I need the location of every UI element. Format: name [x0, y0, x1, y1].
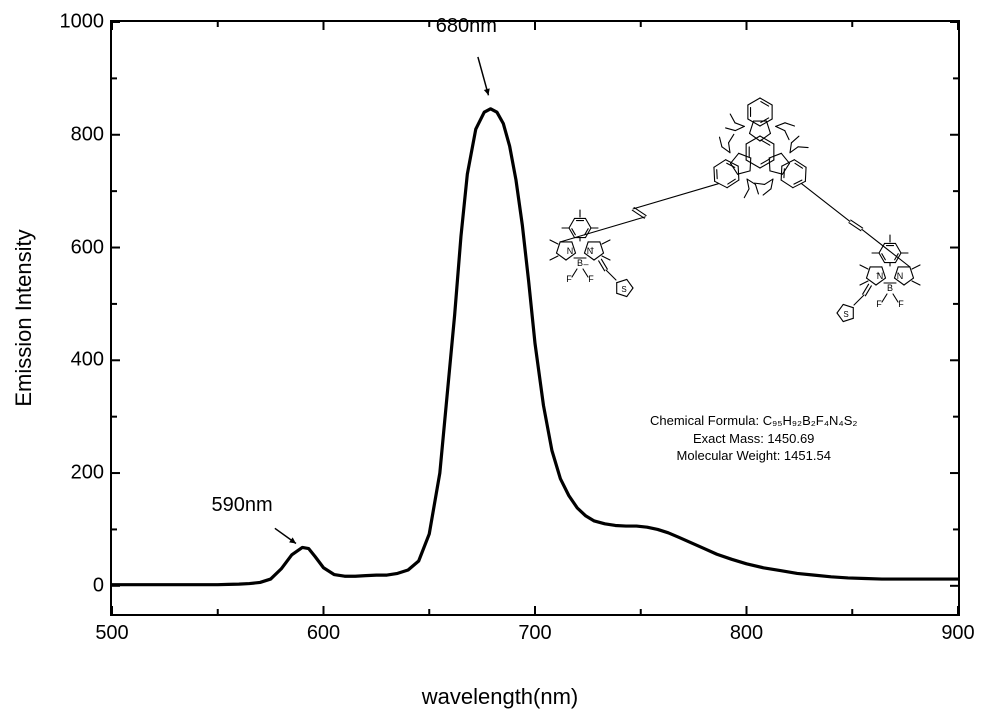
- x-tick-label: 900: [941, 622, 974, 645]
- molecular-weight-line: Molecular Weight: 1451.54: [650, 447, 857, 465]
- y-tick-label: 1000: [54, 11, 104, 34]
- molecule-svg: BNN+FFSBNN+FFS–: [490, 60, 960, 400]
- y-tick-label: 400: [65, 349, 104, 372]
- y-tick-label: 200: [65, 462, 104, 485]
- svg-text:F: F: [588, 274, 594, 284]
- y-tick-label: 0: [87, 574, 104, 597]
- peak-label-680nm: 680nm: [436, 15, 497, 38]
- svg-text:B: B: [887, 283, 893, 293]
- x-tick-label: 600: [307, 622, 340, 645]
- peak-label-590nm: 590nm: [212, 494, 273, 517]
- exact-mass-line: Exact Mass: 1450.69: [650, 430, 857, 448]
- x-tick-label: 500: [95, 622, 128, 645]
- svg-text:B: B: [577, 258, 583, 268]
- figure-frame: Emission Intensity wavelength(nm) 500 600…: [0, 0, 1000, 716]
- molecule-structure-inset: BNN+FFSBNN+FFS–: [490, 60, 960, 400]
- chemical-formula-caption: Chemical Formula: C₉₅H₉₂B₂F₄N₄S₂ Exact M…: [650, 412, 857, 465]
- svg-text:N: N: [567, 246, 574, 256]
- svg-text:–: –: [583, 259, 588, 269]
- peak-annotations: [275, 57, 490, 544]
- x-tick-label: 800: [730, 622, 763, 645]
- svg-text:F: F: [898, 299, 904, 309]
- svg-text:S: S: [843, 310, 848, 319]
- formula-line: Chemical Formula: C₉₅H₉₂B₂F₄N₄S₂: [650, 412, 857, 430]
- svg-text:+: +: [876, 271, 880, 278]
- svg-text:F: F: [566, 274, 572, 284]
- svg-text:F: F: [876, 299, 882, 309]
- x-axis-label: wavelength(nm): [422, 684, 579, 710]
- y-tick-label: 600: [65, 236, 104, 259]
- svg-text:+: +: [590, 246, 594, 253]
- svg-text:N: N: [897, 271, 904, 281]
- x-tick-label: 700: [518, 622, 551, 645]
- y-axis-label: Emission Intensity: [11, 229, 37, 406]
- y-tick-label: 800: [65, 123, 104, 146]
- svg-text:S: S: [621, 285, 626, 294]
